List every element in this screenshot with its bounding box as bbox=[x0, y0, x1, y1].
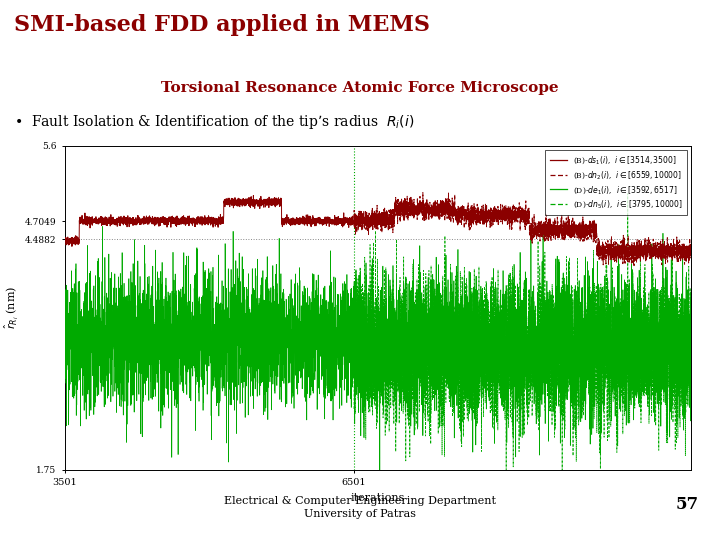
Text: Torsional Resonance Atomic Force Microscope: Torsional Resonance Atomic Force Microsc… bbox=[161, 81, 559, 95]
Text: Electrical & Computer Engineering Department: Electrical & Computer Engineering Depart… bbox=[224, 496, 496, 506]
Text: SMI-based FDD applied in MEMS: SMI-based FDD applied in MEMS bbox=[14, 14, 431, 36]
X-axis label: iterations: iterations bbox=[351, 492, 405, 503]
Legend: (B)-$ds_1(i)$,  $i \in [3514, 3500]$, (B)-$dn_2(i)$,  $i \in [6559, 10000]$, (D): (B)-$ds_1(i)$, $i \in [3514, 3500]$, (B)… bbox=[545, 150, 688, 215]
Y-axis label: $\hat{r}_{R_i}$ (nm): $\hat{r}_{R_i}$ (nm) bbox=[2, 286, 21, 329]
Text: •  Fault Isolation & Identification of the tip’s radius  $R_i(i)$: • Fault Isolation & Identification of th… bbox=[14, 113, 415, 131]
Text: 57: 57 bbox=[675, 496, 698, 514]
Text: University of Patras: University of Patras bbox=[304, 509, 416, 519]
